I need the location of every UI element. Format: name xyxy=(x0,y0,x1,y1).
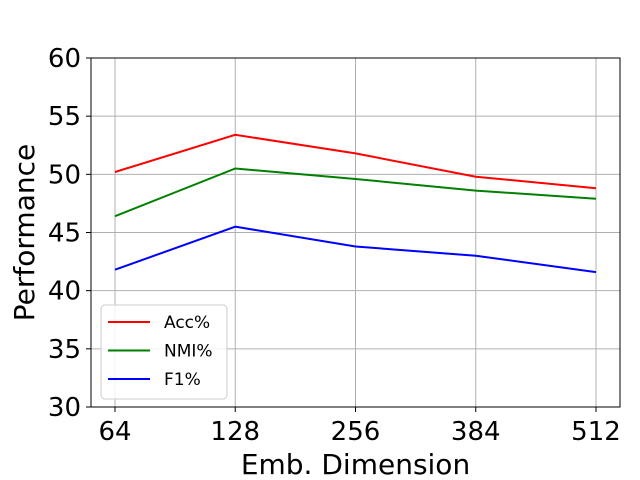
x-tick-label: 128 xyxy=(210,417,260,447)
y-tick-label: 45 xyxy=(48,219,81,249)
legend-label-nmi: NMI% xyxy=(164,342,213,362)
y-tick-label: 40 xyxy=(48,277,81,307)
y-tick-label: 35 xyxy=(48,335,81,365)
series-line-f1 xyxy=(114,225,597,274)
y-tick-label: 30 xyxy=(48,393,81,423)
legend-label-f1: F1% xyxy=(164,370,201,390)
legend-label-acc: Acc% xyxy=(164,313,210,333)
series-lines xyxy=(114,133,597,274)
y-tick-label: 60 xyxy=(48,44,81,74)
x-tick-label: 256 xyxy=(331,417,381,447)
x-axis-label: Emb. Dimension xyxy=(241,448,470,480)
x-axis-ticks: 64 128 256 384 512 xyxy=(98,407,621,447)
x-tick-label: 512 xyxy=(571,417,621,447)
y-axis-ticks: 30 35 40 45 50 55 60 xyxy=(48,44,91,423)
series-line-nmi xyxy=(114,167,597,218)
legend-box xyxy=(100,304,228,400)
legend: Acc% NMI% F1% xyxy=(100,304,228,400)
y-tick-label: 55 xyxy=(48,102,81,132)
series-line-acc xyxy=(114,133,597,190)
x-tick-label: 64 xyxy=(98,417,131,447)
x-tick-label: 384 xyxy=(451,417,501,447)
y-tick-label: 50 xyxy=(48,160,81,190)
y-axis-label: Performance xyxy=(8,144,41,321)
